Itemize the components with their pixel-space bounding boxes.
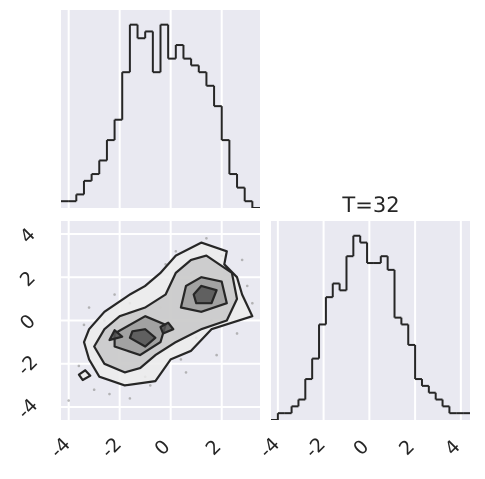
- scatter-point: [184, 371, 188, 374]
- x-tick-label: 4: [441, 436, 465, 460]
- x-tick-label: 2: [395, 436, 419, 460]
- scatter-point: [113, 293, 116, 296]
- x-tick-label: -4: [46, 433, 75, 462]
- contour-core: [128, 328, 157, 348]
- histogram-x-panel: [61, 10, 260, 208]
- histogram-y-tick-labels: -4 -2 0 2 4: [255, 433, 465, 462]
- x-tick-label: -2: [97, 433, 126, 462]
- scatter-point: [251, 301, 254, 305]
- y-tick-label: 4: [16, 224, 40, 248]
- x-tick-label: -2: [301, 433, 330, 462]
- histogram-y-background: [271, 221, 470, 420]
- contour-layer: [67, 237, 254, 402]
- scatter-point: [108, 392, 111, 396]
- contour-core: [192, 284, 218, 305]
- y-tick-label: -2: [13, 351, 42, 380]
- scatter-point: [179, 358, 183, 361]
- y-tick-label: 2: [16, 267, 40, 291]
- contour-core: [159, 321, 175, 335]
- scatter-point: [235, 332, 239, 335]
- panel-title: T=32: [341, 193, 399, 217]
- contour-y-tick-labels: 4 2 0 -2 -4: [13, 224, 42, 424]
- scatter-point: [205, 237, 208, 240]
- scatter-point: [82, 323, 86, 327]
- scatter-point: [245, 284, 249, 288]
- scatter-point: [67, 399, 70, 402]
- scatter-point: [87, 306, 91, 309]
- histogram-bars: [61, 23, 260, 208]
- contour-x-tick-labels: -4 -2 0 2: [46, 433, 226, 462]
- x-tick-label: 0: [349, 436, 373, 460]
- y-tick-label: 0: [16, 310, 40, 334]
- scatter-point: [148, 384, 152, 387]
- scatter-point: [215, 353, 218, 357]
- scatter-point: [240, 258, 244, 262]
- histogram-y-panel: -4 -2 0 2 4: [255, 221, 470, 462]
- contour-core: [108, 329, 124, 342]
- histogram-bars: [271, 234, 470, 420]
- y-tick-label: -4: [13, 394, 42, 423]
- x-tick-label: 2: [201, 436, 225, 460]
- contour-scatter-panel: -4 -2 0 2 4 2 0 -2 -4: [13, 221, 260, 462]
- scatter-point: [174, 249, 178, 253]
- x-tick-label: -4: [255, 433, 284, 462]
- contour-outer: [77, 369, 92, 382]
- scatter-point: [128, 397, 132, 400]
- scatter-point: [77, 364, 81, 368]
- x-tick-label: 0: [150, 436, 174, 460]
- scatter-point: [92, 388, 96, 392]
